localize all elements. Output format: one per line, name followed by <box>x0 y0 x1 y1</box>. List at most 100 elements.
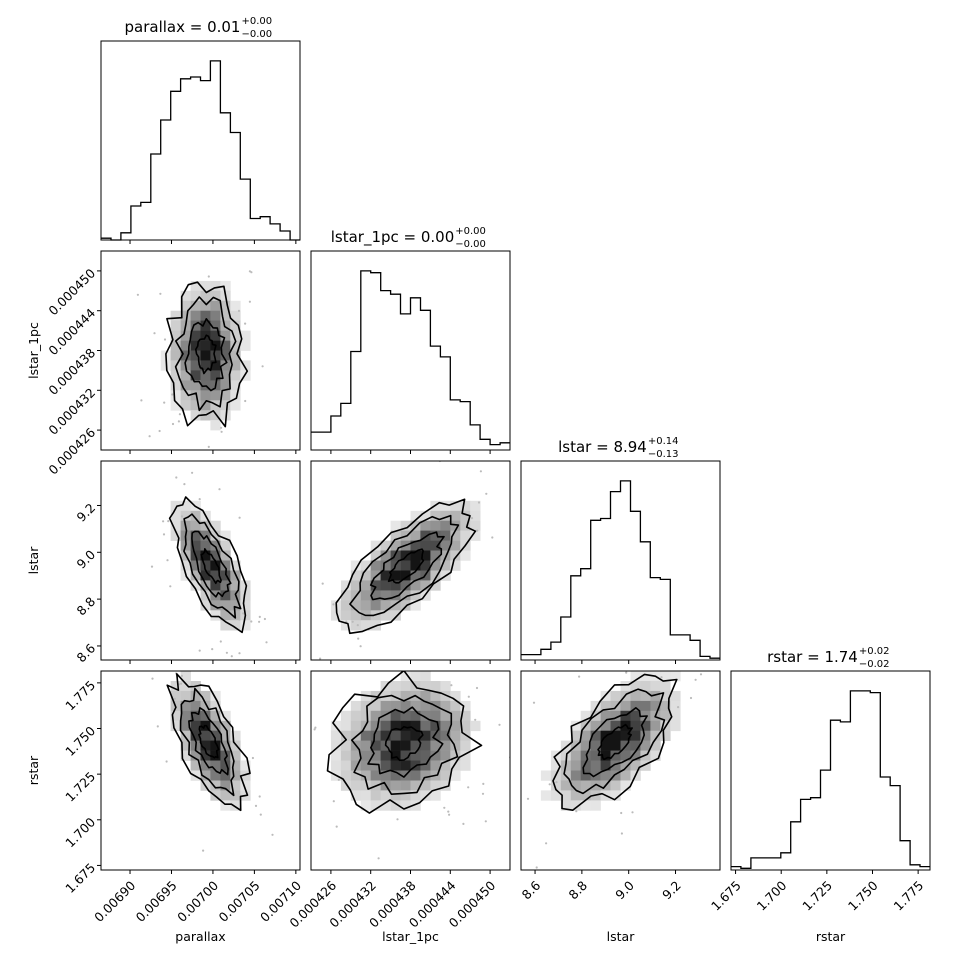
density-cell <box>210 580 221 591</box>
density-cell <box>180 700 191 712</box>
x-axis-label-lstar_1pc: lstar_1pc <box>382 929 439 944</box>
density-cell <box>580 760 591 771</box>
x-tick-label: 9.0 <box>612 878 637 903</box>
density-cell <box>190 580 201 591</box>
density-cell <box>230 370 241 381</box>
density-cell <box>230 740 241 751</box>
density-cell <box>200 600 211 611</box>
density-cell <box>470 720 481 732</box>
density-cell <box>590 760 601 771</box>
density-cell <box>420 790 431 801</box>
density-cell <box>370 550 381 561</box>
density-cell <box>210 700 221 712</box>
density-cell <box>590 720 601 732</box>
panel-title-lstar: lstar = 8.94 +0.14 −0.13 <box>558 436 678 460</box>
density-cell <box>610 690 621 702</box>
sample-point <box>475 686 479 690</box>
density-cell <box>220 400 231 411</box>
panel-lstar-vs-parallax <box>97 460 301 664</box>
density-cell <box>210 770 221 781</box>
sample-point <box>335 825 338 828</box>
sample-point <box>158 429 161 433</box>
sample-point <box>183 483 186 486</box>
density-cell <box>440 730 451 741</box>
density-cell <box>350 600 362 611</box>
title-upper: +0.00 <box>455 226 486 237</box>
sample-point <box>313 728 316 731</box>
sample-point <box>477 501 481 504</box>
density-cell <box>430 790 441 801</box>
density-cell <box>180 400 191 411</box>
density-cell <box>220 550 231 561</box>
density-cell <box>380 540 391 551</box>
sample-point <box>660 676 663 679</box>
density-cell <box>410 700 421 712</box>
density-cell <box>230 620 241 631</box>
density-cell <box>340 590 352 601</box>
density-cell <box>180 671 191 682</box>
density-cell <box>470 530 481 541</box>
density-cell <box>630 720 641 732</box>
x-tick-label: 0.00705 <box>216 878 263 925</box>
density-cell <box>440 710 451 722</box>
density-cell <box>230 310 241 321</box>
density-cell <box>200 570 211 581</box>
density-cell <box>210 350 221 361</box>
sample-point <box>467 786 470 789</box>
density-cell <box>170 380 181 391</box>
contour-line <box>369 531 445 601</box>
density-cell <box>190 710 201 722</box>
density-cell <box>200 310 211 321</box>
sample-point <box>535 866 538 869</box>
density-cell <box>440 560 451 571</box>
x-tick-label: 0.00690 <box>91 878 138 925</box>
density-cell <box>600 720 611 732</box>
density-cell <box>390 550 401 561</box>
density-cell <box>380 560 391 571</box>
density-cell <box>410 800 421 811</box>
density-cell <box>400 690 411 702</box>
density-cell <box>590 750 601 761</box>
density-cell <box>220 390 231 401</box>
density-cell <box>230 600 241 611</box>
density-cell <box>220 310 231 321</box>
sample-point <box>620 811 623 815</box>
x-tick-label: 1.750 <box>845 878 881 914</box>
density-cell <box>440 780 451 791</box>
density-layer <box>136 270 264 448</box>
density-cell <box>450 530 461 541</box>
density-cell <box>570 780 582 791</box>
density-cell <box>430 710 441 722</box>
density-cell <box>420 681 431 692</box>
sample-point <box>171 393 174 396</box>
density-cell <box>400 681 411 692</box>
density-cell <box>210 410 221 421</box>
density-cell <box>360 750 372 761</box>
panel-title-parallax: parallax = 0.01 +0.00 −0.00 <box>125 16 273 40</box>
density-cell <box>210 560 221 571</box>
panel-background <box>521 461 720 660</box>
density-cell <box>610 710 621 722</box>
density-cell <box>190 570 201 581</box>
density-cell <box>600 760 611 771</box>
density-cell <box>630 740 641 751</box>
sample-point <box>321 582 324 585</box>
density-cell <box>570 760 582 771</box>
density-cell <box>430 760 441 771</box>
y-tick-label: 1.675 <box>62 860 98 896</box>
density-cell <box>380 710 391 722</box>
density-cell <box>470 510 481 522</box>
density-cell <box>190 400 201 411</box>
density-cell <box>170 520 181 531</box>
title-lower: −0.13 <box>648 449 679 460</box>
sample-point <box>178 413 181 416</box>
density-cell <box>410 510 421 522</box>
density-cell <box>170 330 181 341</box>
sample-point <box>303 742 305 744</box>
density-cell <box>430 730 441 741</box>
density-cell <box>400 740 411 751</box>
density-cell <box>560 800 572 811</box>
title-lower: −0.00 <box>455 239 486 250</box>
density-cell <box>230 760 241 771</box>
density-cell <box>620 760 631 771</box>
